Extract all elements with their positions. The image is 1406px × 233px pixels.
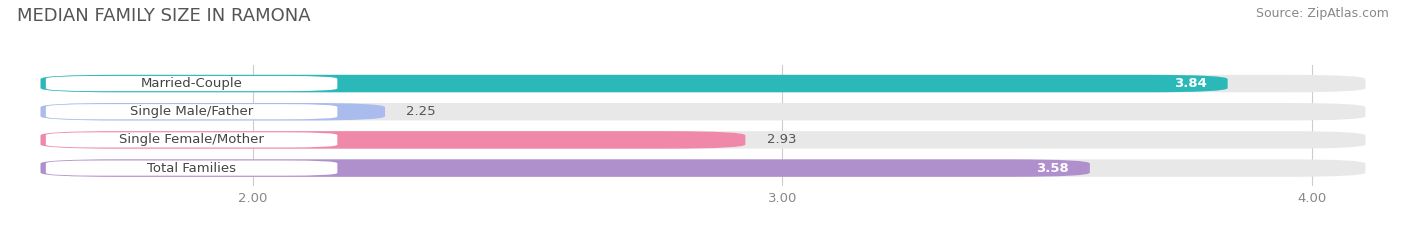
FancyBboxPatch shape bbox=[41, 159, 1365, 177]
FancyBboxPatch shape bbox=[46, 132, 337, 147]
FancyBboxPatch shape bbox=[46, 104, 337, 119]
FancyBboxPatch shape bbox=[41, 103, 1365, 120]
FancyBboxPatch shape bbox=[46, 161, 337, 176]
FancyBboxPatch shape bbox=[41, 159, 1090, 177]
Text: Single Female/Mother: Single Female/Mother bbox=[120, 134, 264, 146]
Text: 3.58: 3.58 bbox=[1036, 161, 1069, 175]
FancyBboxPatch shape bbox=[41, 75, 1227, 92]
Text: Total Families: Total Families bbox=[148, 161, 236, 175]
Text: 2.93: 2.93 bbox=[766, 134, 796, 146]
FancyBboxPatch shape bbox=[41, 131, 745, 149]
FancyBboxPatch shape bbox=[41, 131, 1365, 149]
FancyBboxPatch shape bbox=[46, 76, 337, 91]
FancyBboxPatch shape bbox=[41, 103, 385, 120]
Text: 3.84: 3.84 bbox=[1174, 77, 1206, 90]
Text: 2.25: 2.25 bbox=[406, 105, 436, 118]
Text: MEDIAN FAMILY SIZE IN RAMONA: MEDIAN FAMILY SIZE IN RAMONA bbox=[17, 7, 311, 25]
FancyBboxPatch shape bbox=[41, 75, 1365, 92]
Text: Single Male/Father: Single Male/Father bbox=[129, 105, 253, 118]
Text: Source: ZipAtlas.com: Source: ZipAtlas.com bbox=[1256, 7, 1389, 20]
Text: Married-Couple: Married-Couple bbox=[141, 77, 242, 90]
